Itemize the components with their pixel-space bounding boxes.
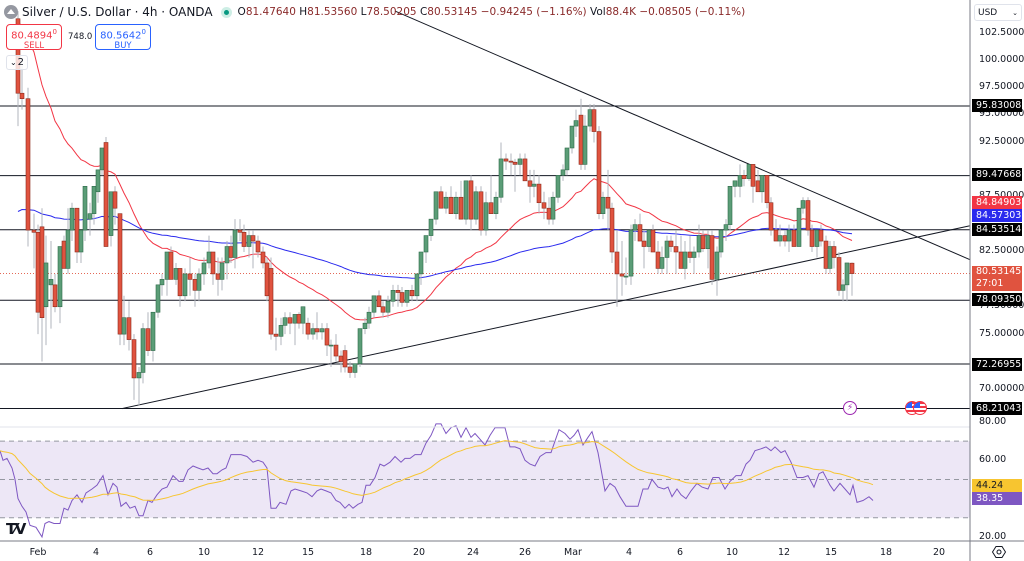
silver-symbol-icon [4, 5, 18, 19]
last-price-tag: 80.53145 27:01 [972, 266, 1022, 291]
us-flag-event-icon[interactable] [913, 401, 927, 415]
low-value: 78.50205 [366, 6, 417, 18]
open-value: 81.47640 [245, 6, 296, 18]
price-tick-label: 95.00000 [979, 108, 1024, 119]
market-open-icon [220, 6, 232, 18]
chevron-down-icon: ⌄ [1012, 8, 1018, 17]
symbol-header: Silver / U.S. Dollar · 4h · OANDA O81.47… [4, 3, 745, 21]
price-tick-label: 97.50000 [979, 81, 1024, 92]
rsi-value-tag: 38.35 [972, 492, 1022, 505]
symbol-title[interactable]: Silver / U.S. Dollar · 4h · OANDA [22, 5, 213, 19]
volume-change: −0.08505 (−0.11%) [639, 6, 746, 18]
buy-button[interactable]: 80.56420 BUY [95, 24, 151, 52]
rsi-tick-label: 80.00 [979, 416, 1007, 427]
time-tick-label: 24 [466, 547, 480, 558]
settings-icon[interactable] [992, 546, 1006, 558]
time-tick-label: 6 [146, 547, 154, 558]
price-tick-label: 87.50000 [979, 190, 1024, 201]
time-tick-label: 10 [725, 547, 739, 558]
rsi-value-tag: 44.24 [972, 479, 1022, 492]
time-tick-label: Feb [29, 547, 47, 558]
time-tick-label: 12 [251, 547, 265, 558]
price-level-tag: 78.09350 [972, 293, 1022, 306]
price-level-tag: 68.21043 [972, 402, 1022, 415]
chevron-down-icon: ⌄ [9, 58, 17, 67]
time-tick-label: 15 [301, 547, 315, 558]
lightning-event-icon[interactable]: ⚡ [843, 401, 857, 415]
price-level-tag: 72.26955 [972, 358, 1022, 371]
price-level-tag: 84.53514 [972, 223, 1022, 236]
time-tick-label: 12 [777, 547, 791, 558]
indicators-count: 2 [17, 57, 25, 68]
time-tick-label: 4 [625, 547, 633, 558]
moving-averages [17, 21, 853, 321]
candlestick-series [15, 11, 855, 406]
price-tick-label: 82.50000 [979, 245, 1024, 256]
close-label: C [419, 6, 428, 18]
buy-price-pip: 0 [141, 28, 146, 36]
time-tick-label: 18 [359, 547, 373, 558]
change-value: −0.94245 (−1.16%) [480, 6, 587, 18]
time-tick-label: 4 [92, 547, 100, 558]
sell-price: 80.4894 [11, 30, 53, 42]
time-tick-label: 15 [824, 547, 838, 558]
ohlc-values: O81.47640 H81.53560 L78.50205 C80.53145 … [238, 6, 746, 18]
time-tick-label: 10 [197, 547, 211, 558]
close-value: 80.53145 [427, 6, 478, 18]
trendlines [121, 10, 971, 410]
rsi-tick-label: 60.00 [979, 454, 1007, 465]
time-tick-label: Mar [564, 547, 582, 558]
rsi-lines [0, 423, 874, 539]
open-label: O [237, 6, 246, 18]
volume-label: Vol [589, 6, 606, 18]
price-level-tag: 84.57303 [972, 209, 1022, 222]
sell-price-pip: 0 [52, 28, 57, 36]
time-tick-label: 18 [879, 547, 893, 558]
buy-label: BUY [114, 41, 132, 52]
price-tick-label: 75.00000 [979, 328, 1024, 339]
low-label: L [360, 6, 367, 18]
indicators-toggle-button[interactable]: ⌄ 2 [6, 55, 28, 70]
time-tick-label: 6 [676, 547, 684, 558]
price-level-tag: 84.84903 [972, 196, 1022, 209]
price-level-tag: 95.83008 [972, 99, 1022, 112]
currency-value: USD [978, 7, 998, 18]
rsi-pane [0, 440, 970, 519]
currency-selector[interactable]: USD ⌄ [974, 4, 1022, 21]
time-tick-label: 20 [412, 547, 426, 558]
spread-value: 748.0 [68, 32, 93, 42]
price-tick-label: 102.50000 [979, 27, 1024, 38]
buy-price: 80.5642 [100, 30, 142, 42]
price-tick-label: 100.00000 [979, 54, 1024, 65]
price-level-tag: 89.47668 [972, 168, 1022, 181]
tradingview-logo[interactable]: T⁄V [6, 520, 26, 538]
price-tick-label: 70.00000 [979, 383, 1024, 394]
high-label: H [299, 6, 308, 18]
volume-value: 88.4K [605, 6, 636, 18]
time-tick-label: 20 [932, 547, 946, 558]
time-tick-label: 26 [518, 547, 532, 558]
rsi-tick-label: 20.00 [979, 531, 1007, 542]
high-value: 81.53560 [307, 6, 358, 18]
sell-button[interactable]: 80.48940 SELL [6, 24, 62, 52]
sell-label: SELL [23, 41, 45, 52]
price-tick-label: 92.50000 [979, 136, 1024, 147]
